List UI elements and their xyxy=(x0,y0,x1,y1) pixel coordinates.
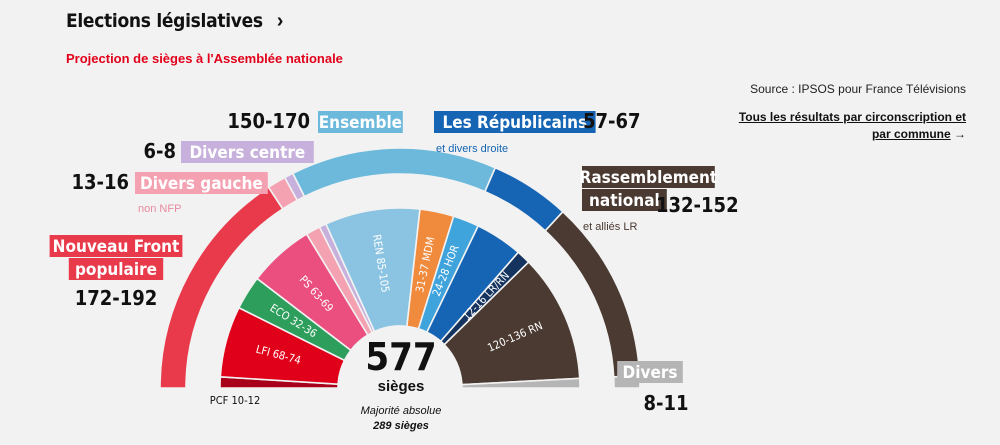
bloc-label-nouveau-front-populaire: Nouveau Front populaire 172-192 xyxy=(49,235,183,310)
bloc-label-bg xyxy=(318,111,403,133)
bloc-name: Rassemblement xyxy=(580,168,718,188)
page-subtitle: Projection de sièges à l'Assemblée natio… xyxy=(66,51,343,66)
bloc-label-bg xyxy=(434,111,596,133)
bloc-label-divers: Divers 8-11 xyxy=(617,361,689,415)
bloc-label-bg xyxy=(135,172,268,194)
party-ring xyxy=(219,207,581,389)
page-title: Elections législatives xyxy=(66,10,263,32)
bloc-label-bg xyxy=(181,141,314,163)
bloc-ring xyxy=(159,147,641,389)
bloc-name: national xyxy=(589,191,660,211)
page-header[interactable]: Elections législatives › xyxy=(66,10,283,32)
bloc-name: Divers xyxy=(623,363,678,383)
bloc-arc-les-republicains[interactable] xyxy=(483,166,565,232)
arrow-right-icon: → xyxy=(954,127,966,141)
bloc-range: 150-170 xyxy=(227,109,310,133)
chevron-right-icon[interactable]: › xyxy=(276,10,284,32)
bloc-name: Ensemble xyxy=(319,113,402,133)
bloc-label-ensemble: Ensemble 150-170 xyxy=(227,109,403,133)
bloc-label-bg xyxy=(49,235,183,257)
majority-label: Majorité absolue xyxy=(361,405,442,417)
bloc-range: 57-67 xyxy=(583,109,641,133)
bloc-range: 172-192 xyxy=(75,286,158,310)
bloc-range: 132-152 xyxy=(656,193,739,217)
bloc-sublabel: non NFP xyxy=(138,203,181,215)
total-seats-unit: sièges xyxy=(378,378,425,395)
bloc-label-bg xyxy=(68,258,164,280)
bloc-label-bg xyxy=(582,166,715,188)
source-note: Source : IPSOS pour France Télévisions xyxy=(750,82,966,96)
bloc-range: 6-8 xyxy=(143,139,176,163)
bloc-name: Nouveau Front xyxy=(53,237,180,257)
total-seats: 577 xyxy=(365,335,436,379)
bloc-name: Divers gauche xyxy=(140,174,263,194)
bloc-range: 13-16 xyxy=(71,170,129,194)
all-results-link[interactable]: Tous les résultats par circonscription e… xyxy=(736,109,966,143)
bloc-label-divers-gauche: Divers gauche 13-16 non NFP xyxy=(71,170,268,215)
bloc-name: Les Républicains xyxy=(443,113,588,133)
bloc-sublabel: et alliés LR xyxy=(583,221,637,233)
bloc-range: 8-11 xyxy=(643,391,688,415)
all-results-link-text: Tous les résultats par circonscription e… xyxy=(738,110,966,141)
party-arc-div[interactable] xyxy=(461,377,581,389)
bloc-sublabel: et divers droite xyxy=(436,143,508,155)
party-label-pcf: PCF 10-12 xyxy=(210,394,260,407)
bloc-name: populaire xyxy=(75,260,157,280)
majority-value: 289 sièges xyxy=(372,420,429,432)
bloc-label-bg xyxy=(582,189,667,211)
bloc-label-divers-centre: Divers centre 6-8 xyxy=(143,139,314,163)
bloc-label-bg xyxy=(617,361,683,383)
bloc-name: Divers centre xyxy=(189,143,305,163)
bloc-arc-ensemble[interactable] xyxy=(291,147,497,198)
party-arc-rn[interactable] xyxy=(443,260,581,386)
